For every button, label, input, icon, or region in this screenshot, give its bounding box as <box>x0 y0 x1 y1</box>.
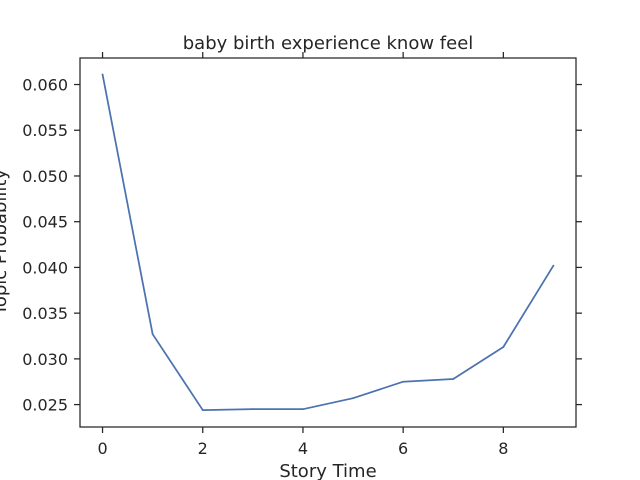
data-point <box>502 346 505 348</box>
data-point <box>101 73 104 76</box>
axis-ticks: 0 2 4 6 8 0.025 0.030 0.035 0.040 0.045 0.050 0.055… <box>22 52 582 458</box>
y-axis-title: Topic Probability <box>0 169 11 316</box>
y-tick-label: 0.025 <box>22 396 68 415</box>
x-axis-title: Story Time <box>279 461 376 480</box>
data-point <box>151 333 154 336</box>
data-point <box>402 380 405 383</box>
y-tick-label: 0.045 <box>22 213 68 232</box>
y-tick-label: 0.040 <box>22 258 68 277</box>
data-point <box>251 408 254 411</box>
x-tick-label: 4 <box>298 439 308 458</box>
y-tick-label: 0.055 <box>22 121 68 140</box>
x-tick-label: 0 <box>97 439 107 458</box>
x-tick-label: 2 <box>198 439 208 458</box>
series-layer <box>101 73 555 411</box>
x-tick-label: 8 <box>498 439 508 458</box>
y-tick-label: 0.060 <box>22 76 68 95</box>
plot-frame <box>79 57 577 428</box>
data-point <box>452 378 455 380</box>
y-tick-label: 0.035 <box>22 304 68 323</box>
data-point <box>352 397 354 400</box>
x-tick-label: 6 <box>398 439 408 458</box>
y-tick-label: 0.030 <box>22 350 68 369</box>
series-line <box>101 74 555 411</box>
y-tick-label: 0.050 <box>22 167 68 186</box>
data-point <box>552 264 555 267</box>
chart-title: baby birth experience know feel <box>183 33 474 54</box>
data-point <box>201 409 204 411</box>
data-point <box>302 408 304 411</box>
